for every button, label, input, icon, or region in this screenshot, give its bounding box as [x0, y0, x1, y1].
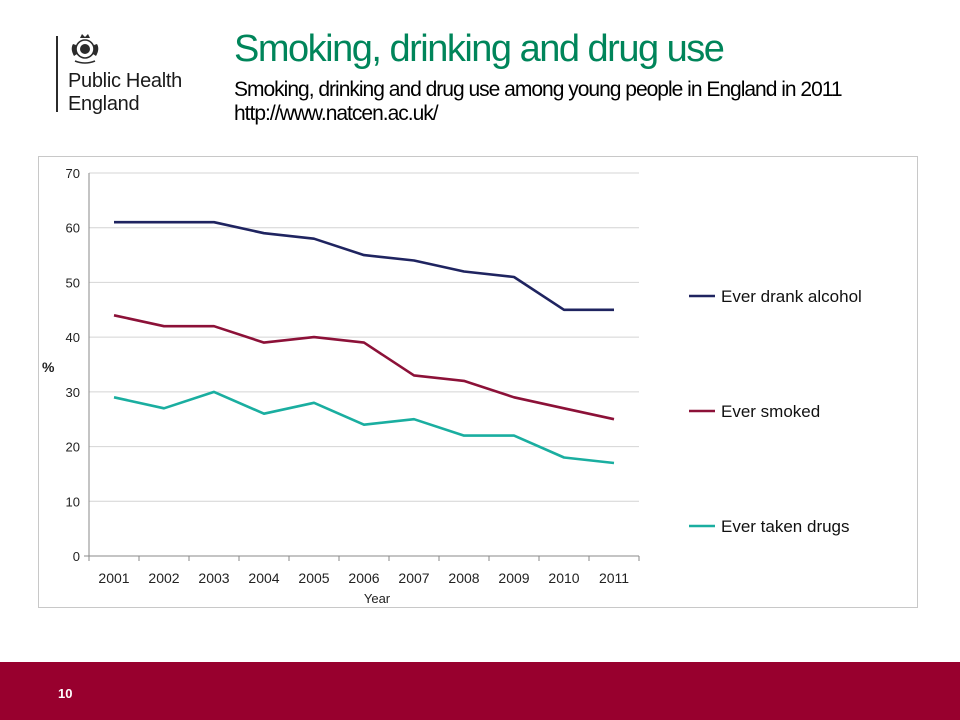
organisation-name: Public Health England — [68, 70, 182, 116]
y-tick-label: 0 — [73, 549, 80, 564]
slide-title: Smoking, drinking and drug use — [234, 28, 725, 70]
phe-logo: Public Health England — [56, 32, 206, 122]
logo-line-1: Public Health — [68, 70, 182, 92]
logo-line-2: England — [68, 93, 140, 115]
source-link[interactable]: http://www.natcen.ac.uk/ — [234, 102, 439, 125]
x-tick-label: 2005 — [298, 570, 329, 586]
x-tick-label: 2011 — [599, 570, 629, 586]
x-tick-label: 2002 — [148, 570, 179, 586]
y-tick-label: 70 — [66, 166, 80, 181]
logo-divider — [56, 36, 58, 112]
line-chart: 0 10 20 30 40 50 60 70 2001 2002 2003 2004 2005 2006 2… — [42, 166, 862, 606]
x-tick-label: 2004 — [248, 570, 279, 586]
y-tick-label: 10 — [66, 494, 80, 509]
legend-label-1: Ever smoked — [721, 402, 820, 421]
x-tick-label: 2003 — [198, 570, 229, 586]
chart-frame: 0 10 20 30 40 50 60 70 2001 2002 2003 2004 2005 2006 2… — [38, 156, 918, 608]
slide-subtitle-block: Smoking, drinking and drug use among you… — [234, 78, 843, 126]
series-line-0 — [114, 220, 614, 312]
legend-label-2: Ever taken drugs — [721, 517, 850, 536]
page-number: 10 — [58, 686, 73, 701]
footer-bar: 10 — [0, 662, 960, 720]
y-axis-title: % — [42, 359, 55, 375]
y-tick-label: 40 — [66, 330, 80, 345]
x-tick-label: 2001 — [98, 570, 129, 586]
series-line-2 — [113, 390, 615, 465]
y-tick-label: 20 — [66, 440, 80, 455]
x-tick-label: 2006 — [348, 570, 379, 586]
slide-subtitle: Smoking, drinking and drug use among you… — [234, 78, 843, 101]
series-line-1 — [113, 314, 615, 421]
x-tick-label: 2007 — [398, 570, 429, 586]
x-tick-label: 2009 — [498, 570, 529, 586]
y-tick-label: 60 — [66, 221, 80, 236]
x-tick-label: 2010 — [548, 570, 579, 586]
x-axis-title: Year — [364, 591, 391, 606]
legend-label-0: Ever drank alcohol — [721, 287, 862, 306]
royal-crest-icon — [71, 34, 99, 64]
x-tick-label: 2008 — [448, 570, 479, 586]
y-tick-label: 50 — [66, 275, 80, 290]
y-tick-label: 30 — [66, 385, 80, 400]
